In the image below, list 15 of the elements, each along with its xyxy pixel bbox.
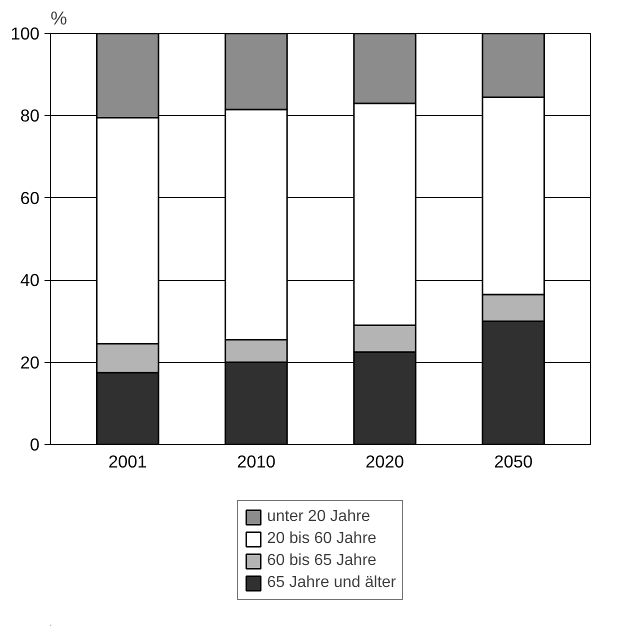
y-tick-label: 80 <box>20 106 40 126</box>
x-tick-label: 2001 <box>108 452 147 472</box>
x-tick-label: 2020 <box>366 452 404 472</box>
y-tick-label: 40 <box>20 270 40 290</box>
y-tick-label: 100 <box>10 24 40 44</box>
legend-label: 65 Jahre und älter <box>267 573 396 593</box>
legend-label: unter 20 Jahre <box>267 507 370 527</box>
legend-label: 20 bis 60 Jahre <box>267 529 376 549</box>
y-tick-label: 0 <box>30 434 40 454</box>
x-tick-label: 2050 <box>494 452 533 472</box>
y-tick-label: 60 <box>20 188 40 208</box>
y-axis-title: % <box>50 8 68 28</box>
legend-label: 60 bis 65 Jahre <box>267 551 376 571</box>
y-tick-label: 20 <box>20 352 40 372</box>
x-tick-label: 2010 <box>236 452 276 472</box>
